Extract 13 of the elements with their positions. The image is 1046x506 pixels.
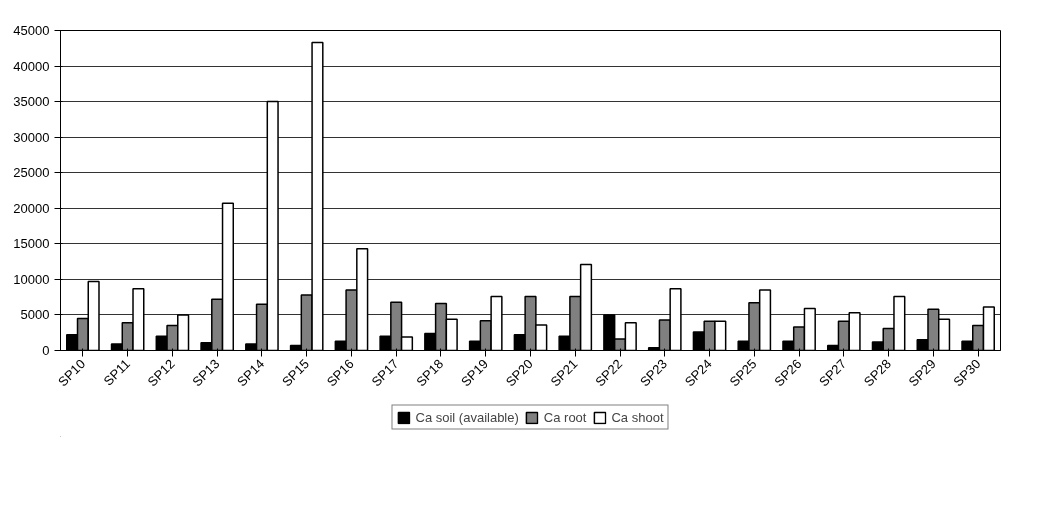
y-tick-label: 10000 bbox=[13, 271, 50, 287]
y-tick-label: 5000 bbox=[20, 307, 50, 323]
y-tick-label: 30000 bbox=[13, 129, 50, 145]
y-tick-label: 0 bbox=[42, 343, 50, 358]
legend-label: Ca root bbox=[543, 409, 587, 425]
y-tick-label: 40000 bbox=[13, 58, 50, 74]
y-tick-label: 25000 bbox=[13, 165, 50, 181]
y-tick-label: 45000 bbox=[13, 23, 50, 38]
legend-label: Ca shoot bbox=[611, 409, 664, 425]
y-tick-label: 35000 bbox=[13, 94, 50, 110]
y-tick-label: 20000 bbox=[13, 200, 50, 216]
y-tick-label: 15000 bbox=[13, 236, 50, 252]
legend-label: Ca soil (available) bbox=[415, 409, 519, 425]
